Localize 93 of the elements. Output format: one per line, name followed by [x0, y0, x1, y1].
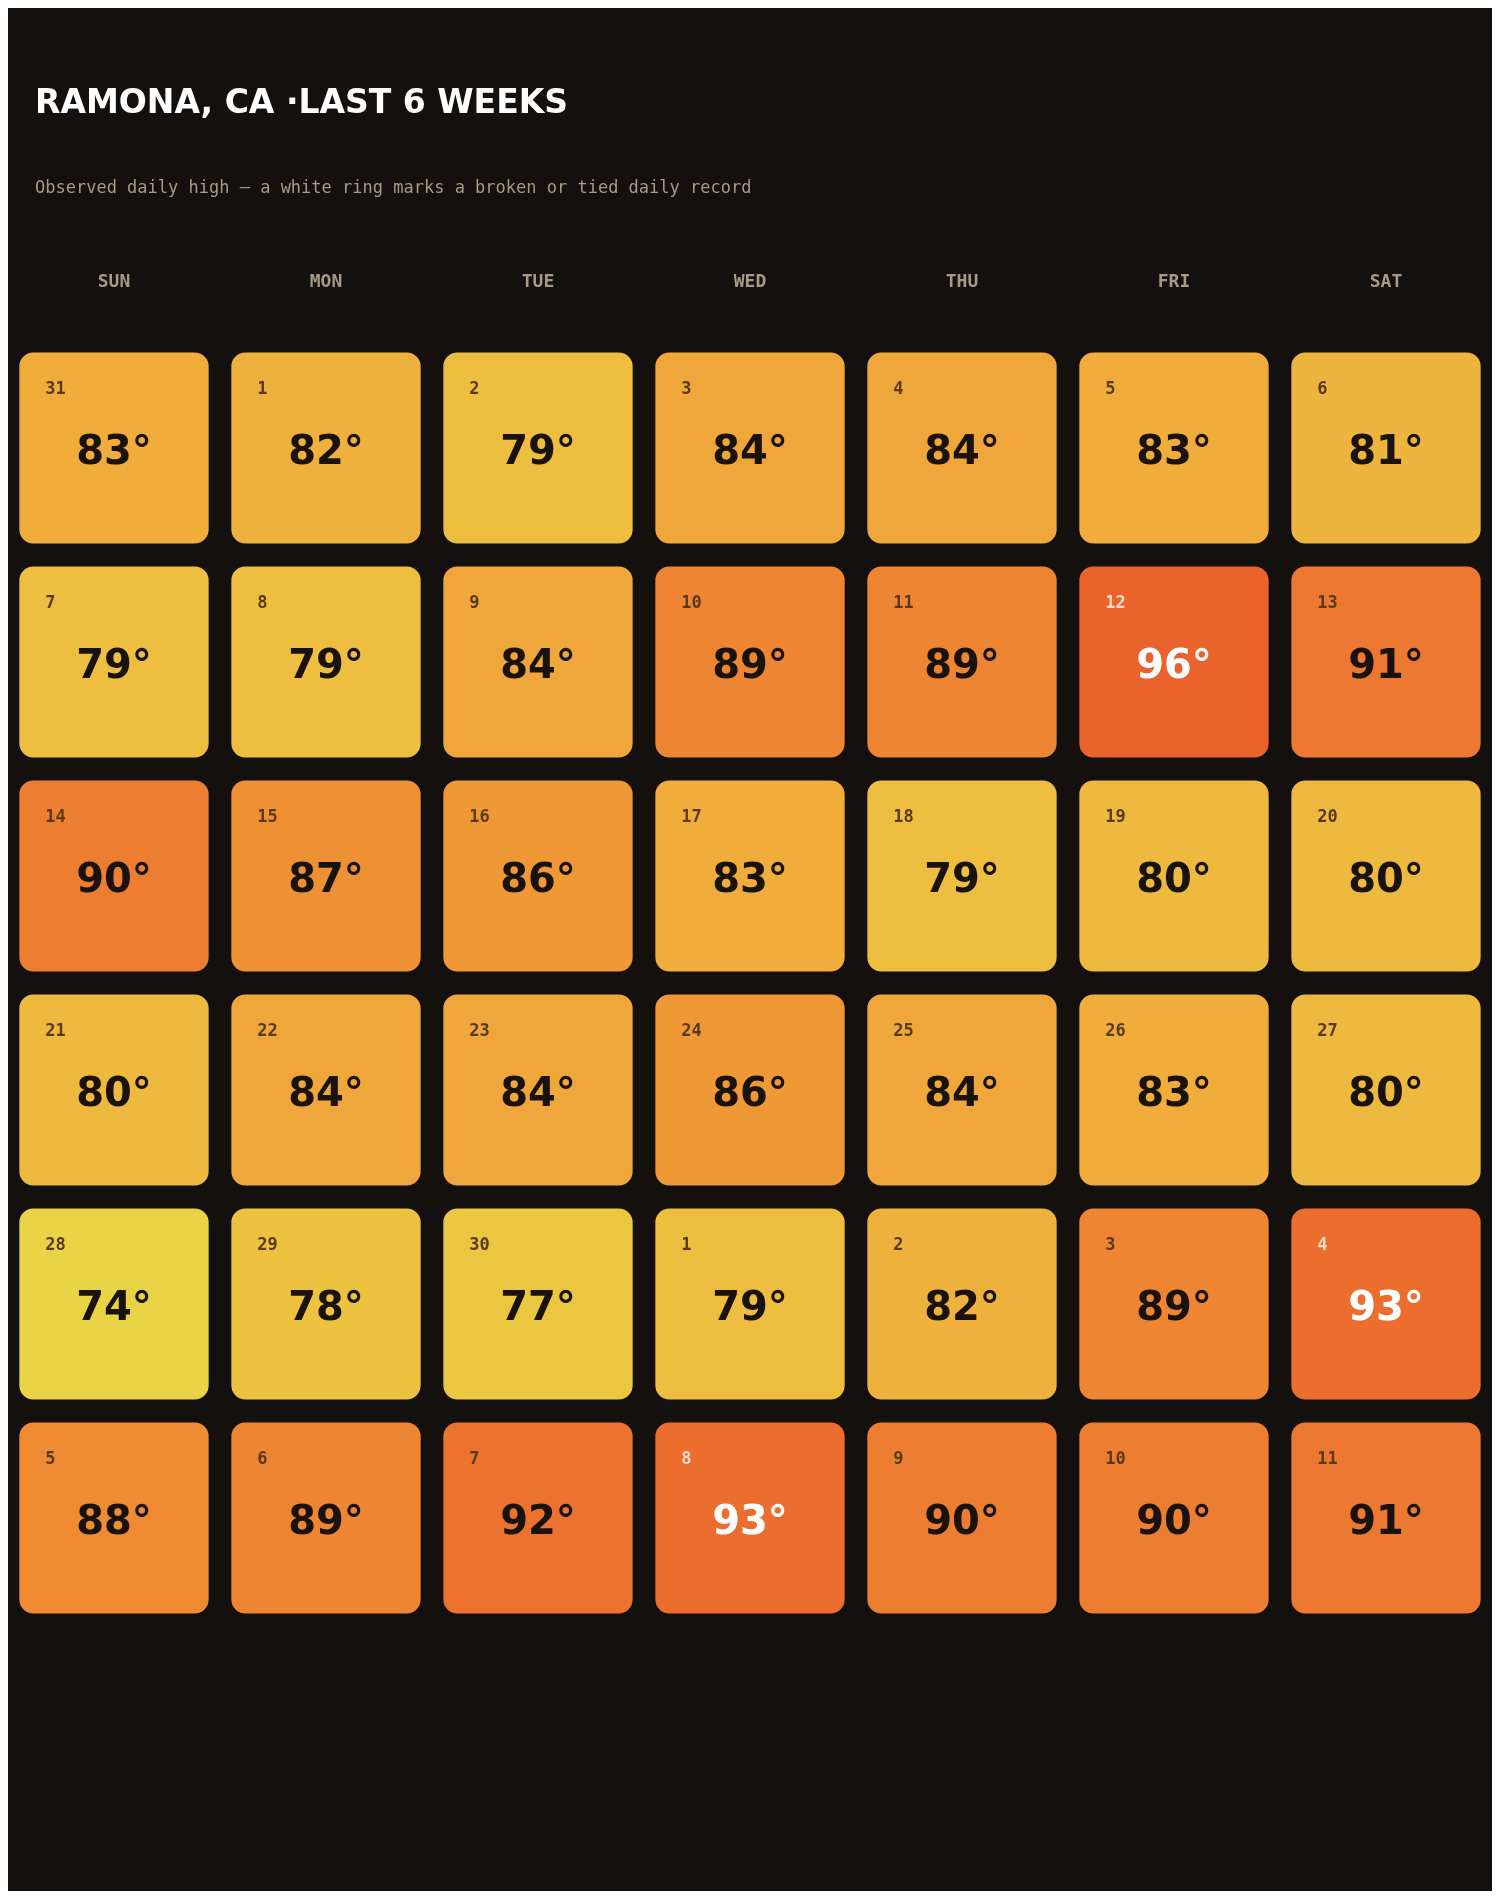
data-label: 96° — [1136, 641, 1212, 687]
data-label: 83° — [1136, 427, 1212, 473]
annotation: 4 — [893, 378, 904, 399]
data-label: 89° — [712, 641, 788, 687]
data-label: 88° — [76, 1497, 152, 1543]
annotation: 21 — [45, 1020, 66, 1041]
annotation: 1 — [257, 378, 268, 399]
data-label: 74° — [76, 1283, 152, 1329]
annotation: 3 — [1105, 1234, 1116, 1255]
data-label: 79° — [500, 427, 576, 473]
x-tick-label: FRI — [1157, 269, 1191, 291]
annotation: 4 — [1317, 1234, 1328, 1255]
x-tick-label: THU — [945, 269, 979, 291]
data-label: 80° — [1136, 855, 1212, 901]
x-tick-label: TUE — [521, 269, 555, 291]
data-label: 83° — [76, 427, 152, 473]
data-label: 80° — [76, 1069, 152, 1115]
annotation: 26 — [1105, 1020, 1126, 1041]
annotation: 7 — [45, 592, 56, 613]
annotation: 15 — [257, 806, 278, 827]
annotation: 30 — [469, 1234, 490, 1255]
data-label: 86° — [500, 855, 576, 901]
data-label: 93° — [1348, 1283, 1424, 1329]
data-label: 91° — [1348, 641, 1424, 687]
annotation: 19 — [1105, 806, 1126, 827]
data-label: 78° — [288, 1283, 364, 1329]
annotation: 8 — [681, 1448, 692, 1469]
data-label: 89° — [288, 1497, 364, 1543]
annotation: 28 — [45, 1234, 66, 1255]
data-label: 84° — [924, 1069, 1000, 1115]
annotation: 20 — [1317, 806, 1338, 827]
annotation: 31 — [45, 378, 66, 399]
annotation: 6 — [1317, 378, 1328, 399]
annotation: 27 — [1317, 1020, 1338, 1041]
annotation: 18 — [893, 806, 914, 827]
data-label: 84° — [500, 641, 576, 687]
data-label: 83° — [712, 855, 788, 901]
annotation: 17 — [681, 806, 702, 827]
data-label: 79° — [712, 1283, 788, 1329]
annotation: 2 — [469, 378, 480, 399]
annotation: 23 — [469, 1020, 490, 1041]
annotation: 22 — [257, 1020, 278, 1041]
data-label: 80° — [1348, 1069, 1424, 1115]
annotation: 16 — [469, 806, 490, 827]
annotation: 13 — [1317, 592, 1338, 613]
annotation: 3 — [681, 378, 692, 399]
data-label: 89° — [1136, 1283, 1212, 1329]
data-label: 90° — [1136, 1497, 1212, 1543]
x-tick-label: MON — [309, 269, 343, 291]
data-label: 79° — [76, 641, 152, 687]
data-label: 84° — [712, 427, 788, 473]
annotation: 9 — [893, 1448, 904, 1469]
data-label: 79° — [924, 855, 1000, 901]
annotation: 1 — [681, 1234, 692, 1255]
data-label: 87° — [288, 855, 364, 901]
data-label: 77° — [500, 1283, 576, 1329]
data-label: 91° — [1348, 1497, 1424, 1543]
data-label: 82° — [288, 427, 364, 473]
annotation: 9 — [469, 592, 480, 613]
annotation: 2 — [893, 1234, 904, 1255]
data-label: 93° — [712, 1497, 788, 1543]
annotation: 12 — [1105, 592, 1126, 613]
data-label: 81° — [1348, 427, 1424, 473]
annotation: 5 — [45, 1448, 56, 1469]
annotation: 6 — [257, 1448, 268, 1469]
x-tick-label: SUN — [97, 269, 131, 291]
data-label: 80° — [1348, 855, 1424, 901]
data-label: 84° — [500, 1069, 576, 1115]
annotation: 25 — [893, 1020, 914, 1041]
chart-subtitle: Observed daily high — a white ring marks a broken or tied daily record — [35, 176, 752, 197]
annotation: 11 — [1317, 1448, 1338, 1469]
data-label: 89° — [924, 641, 1000, 687]
x-tick-label: SAT — [1369, 269, 1403, 291]
data-label: 84° — [288, 1069, 364, 1115]
annotation: 8 — [257, 592, 268, 613]
annotation: 10 — [681, 592, 702, 613]
annotation: 24 — [681, 1020, 702, 1041]
annotation: 14 — [45, 806, 66, 827]
annotation: 11 — [893, 592, 914, 613]
data-label: 82° — [924, 1283, 1000, 1329]
data-label: 90° — [76, 855, 152, 901]
annotation: 7 — [469, 1448, 480, 1469]
data-label: 86° — [712, 1069, 788, 1115]
chart-title: RAMONA, CA ·LAST 6 WEEKS — [35, 82, 569, 121]
data-label: 92° — [500, 1497, 576, 1543]
annotation: 5 — [1105, 378, 1116, 399]
data-label: 84° — [924, 427, 1000, 473]
annotation: 29 — [257, 1234, 278, 1255]
data-label: 83° — [1136, 1069, 1212, 1115]
annotation: 10 — [1105, 1448, 1126, 1469]
x-tick-label: WED — [733, 269, 767, 291]
data-label: 90° — [924, 1497, 1000, 1543]
data-label: 79° — [288, 641, 364, 687]
